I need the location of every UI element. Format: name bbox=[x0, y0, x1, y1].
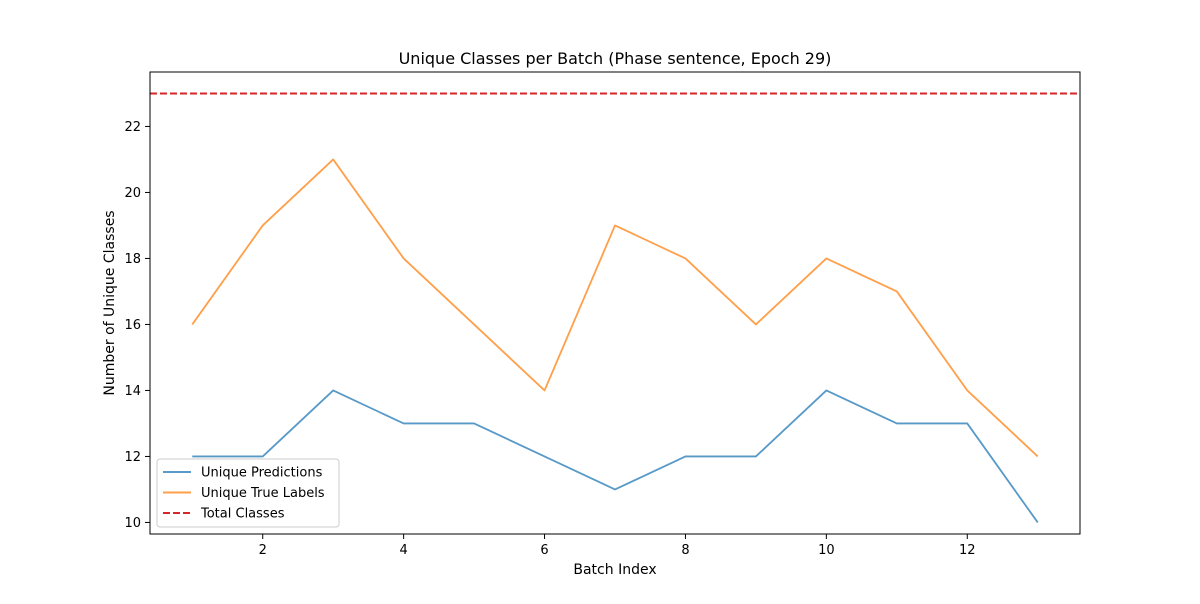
x-axis-label: Batch Index bbox=[573, 562, 656, 578]
legend: Unique Predictions Unique True Labels Tota… bbox=[156, 458, 340, 528]
y-tick-label: 14 bbox=[124, 384, 141, 399]
y-tick-label: 10 bbox=[124, 516, 141, 531]
series-layer bbox=[150, 92, 1080, 523]
x-tick-label: 10 bbox=[818, 543, 835, 558]
unique-predictions-line bbox=[192, 389, 1039, 523]
legend-label: Unique Predictions bbox=[201, 466, 323, 481]
x-tick-label: 4 bbox=[399, 543, 407, 558]
legend-label: Total Classes bbox=[200, 507, 285, 522]
ticks-layer: 2 4 6 8 10 12 10 12 14 16 18 20 22 bbox=[124, 120, 975, 558]
chart-title: Unique Classes per Batch (Phase sentence… bbox=[399, 49, 832, 68]
x-tick-label: 6 bbox=[540, 543, 548, 558]
unique-true-labels-line bbox=[191, 158, 1039, 458]
plot-frame bbox=[149, 71, 1081, 535]
x-tick-label: 2 bbox=[259, 543, 267, 558]
y-tick-label: 12 bbox=[124, 450, 141, 465]
legend-label: Unique True Labels bbox=[201, 486, 325, 501]
x-tick-label: 8 bbox=[681, 543, 689, 558]
legend-box bbox=[156, 458, 340, 528]
y-tick-label: 20 bbox=[124, 186, 141, 201]
x-tick-label: 12 bbox=[959, 543, 976, 558]
y-axis-label: Number of Unique Classes bbox=[102, 210, 118, 395]
y-tick-label: 16 bbox=[124, 318, 141, 333]
y-tick-label: 18 bbox=[124, 252, 141, 267]
y-tick-label: 22 bbox=[124, 120, 141, 135]
